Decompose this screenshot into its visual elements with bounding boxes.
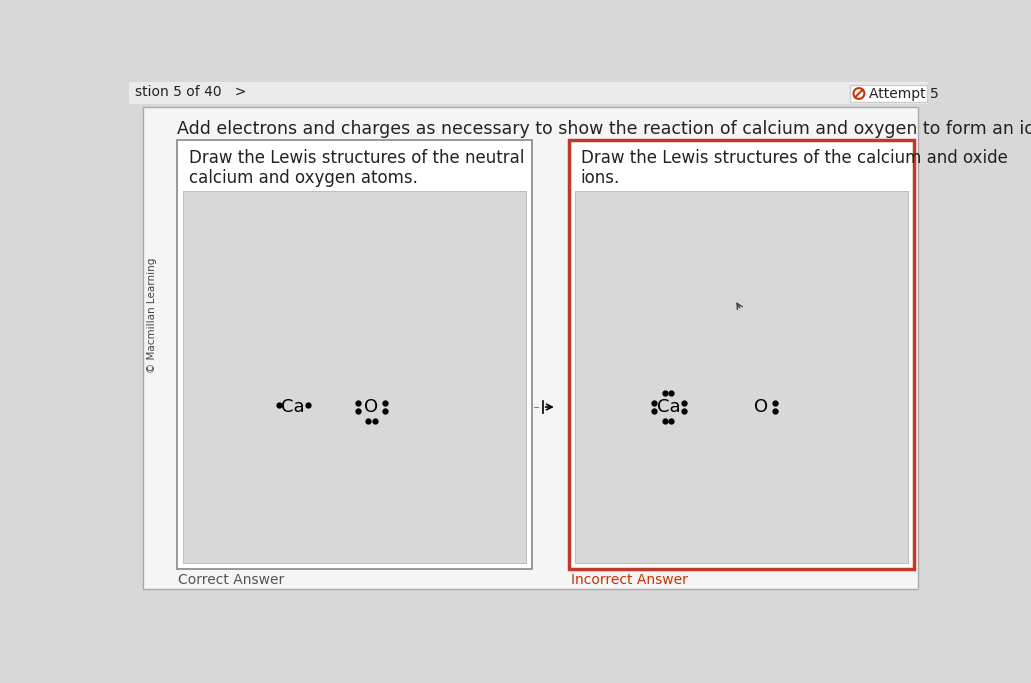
FancyBboxPatch shape [129, 82, 928, 104]
Text: Add electrons and charges as necessary to show the reaction of calcium and oxyge: Add electrons and charges as necessary t… [177, 120, 1031, 139]
Text: Ca: Ca [657, 398, 680, 416]
FancyBboxPatch shape [575, 191, 907, 563]
Text: calcium and oxygen atoms.: calcium and oxygen atoms. [189, 169, 418, 187]
Text: stion 5 of 40   >: stion 5 of 40 > [135, 85, 246, 99]
Text: © Macmillan Learning: © Macmillan Learning [147, 257, 157, 373]
Text: Incorrect Answer: Incorrect Answer [570, 573, 688, 587]
FancyBboxPatch shape [184, 191, 526, 563]
FancyBboxPatch shape [177, 140, 532, 570]
Circle shape [854, 88, 864, 99]
Text: Draw the Lewis structures of the neutral: Draw the Lewis structures of the neutral [189, 149, 524, 167]
Text: O: O [755, 398, 768, 416]
Text: ions.: ions. [580, 169, 620, 187]
FancyBboxPatch shape [569, 140, 913, 570]
FancyBboxPatch shape [850, 85, 927, 102]
Text: Correct Answer: Correct Answer [178, 573, 285, 587]
Text: Draw the Lewis structures of the calcium and oxide: Draw the Lewis structures of the calcium… [580, 149, 1007, 167]
Text: Ca: Ca [280, 398, 304, 416]
FancyBboxPatch shape [143, 107, 918, 589]
Text: O: O [365, 398, 378, 416]
Text: Attempt 5: Attempt 5 [869, 87, 939, 100]
